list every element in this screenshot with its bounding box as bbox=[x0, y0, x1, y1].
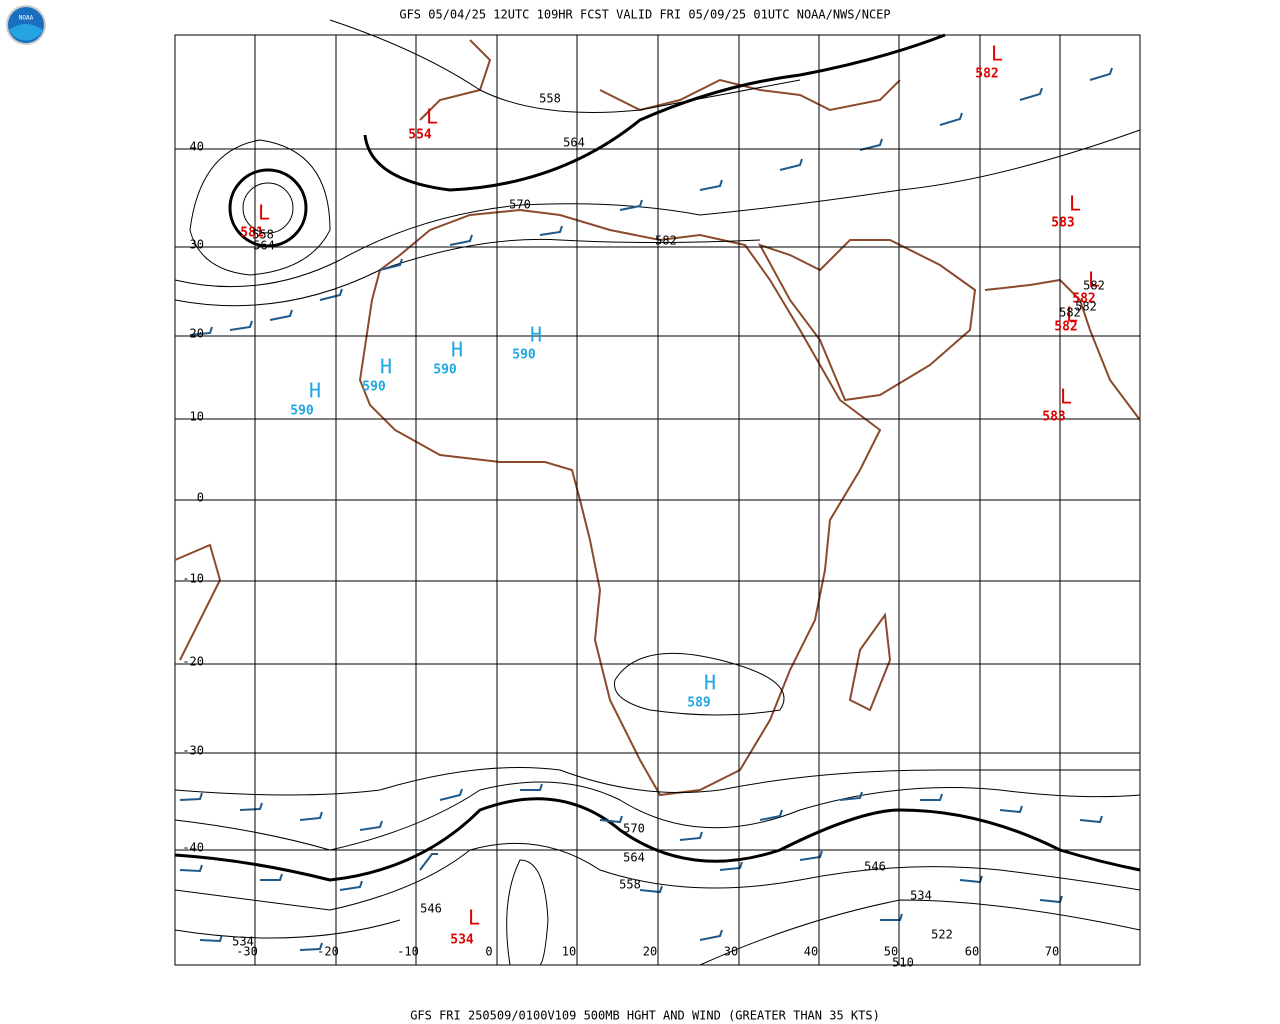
contour-label: 546 bbox=[864, 860, 886, 874]
longitude-label: 20 bbox=[643, 945, 657, 959]
latitude-label: 10 bbox=[190, 410, 204, 424]
contour-label: 570 bbox=[623, 822, 645, 836]
contour-label: 558 bbox=[252, 228, 274, 242]
longitude-label: 0 bbox=[485, 945, 492, 959]
pressure-center-symbol: H bbox=[704, 671, 716, 695]
pressure-center-value: 582 bbox=[975, 67, 998, 82]
contour-label: 582 bbox=[655, 234, 677, 248]
pressure-center-value: 581 bbox=[240, 226, 264, 241]
noaa-logo: NOAA bbox=[6, 5, 46, 45]
logo-text: NOAA bbox=[19, 15, 34, 22]
latitude-label: -30 bbox=[182, 744, 204, 758]
pressure-center-symbol: L bbox=[258, 201, 270, 225]
contour-label: 534 bbox=[910, 889, 932, 903]
contour-label: 558 bbox=[539, 92, 561, 106]
pressure-center-symbol: H bbox=[380, 355, 392, 379]
pressure-center-value: 590 bbox=[433, 363, 457, 378]
pressure-center-symbol: H bbox=[309, 379, 321, 403]
pressure-center-value: 582 bbox=[1072, 292, 1095, 307]
longitude-label: -30 bbox=[236, 945, 258, 959]
pressure-center-symbol: H bbox=[530, 323, 542, 347]
plot-area bbox=[174, 19, 1141, 966]
pressure-center-value: 583 bbox=[1051, 216, 1074, 231]
pressure-center-value: 534 bbox=[450, 933, 474, 948]
pressure-center-value: 590 bbox=[512, 348, 536, 363]
contour-label: 534 bbox=[232, 935, 254, 949]
pressure-center-symbol: L bbox=[426, 105, 438, 129]
longitude-label: 30 bbox=[724, 945, 738, 959]
pressure-center-symbol: L bbox=[991, 42, 1003, 66]
pressure-center-symbol: L bbox=[1088, 268, 1100, 292]
latitude-label: 0 bbox=[197, 491, 204, 505]
latitude-label: -40 bbox=[182, 841, 204, 855]
longitude-label: 40 bbox=[804, 945, 818, 959]
latitude-label: 20 bbox=[190, 327, 204, 341]
pressure-center-value: 590 bbox=[290, 404, 314, 419]
contour-label: 546 bbox=[420, 902, 442, 916]
longitude-label: -10 bbox=[397, 945, 419, 959]
contour-label: 570 bbox=[509, 198, 531, 212]
contour-label: 558 bbox=[619, 878, 641, 892]
latitude-label: 30 bbox=[190, 238, 204, 252]
pressure-center-value: 554 bbox=[408, 128, 432, 143]
longitude-label: -20 bbox=[317, 945, 339, 959]
contour-label: 582 bbox=[1083, 279, 1105, 293]
pressure-center-symbol: H bbox=[451, 338, 463, 362]
map-caption: GFS FRI 250509/0100V109 500MB HGHT AND W… bbox=[410, 1009, 880, 1023]
contour-label: 564 bbox=[563, 136, 585, 150]
pressure-center-value: 589 bbox=[687, 696, 710, 711]
contour-label: 564 bbox=[253, 239, 275, 253]
longitude-label: 10 bbox=[562, 945, 576, 959]
pressure-center-symbol: L bbox=[1066, 303, 1078, 327]
contour-label: 582 bbox=[1059, 306, 1081, 320]
longitude-label: 50 bbox=[884, 945, 898, 959]
pressure-center-symbol: L bbox=[1060, 385, 1072, 409]
latitude-label: -10 bbox=[182, 572, 204, 586]
longitude-label: 70 bbox=[1045, 945, 1059, 959]
pressure-center-value: 583 bbox=[1042, 410, 1065, 425]
latitude-label: -20 bbox=[182, 655, 204, 669]
contour-label: 510 bbox=[892, 956, 914, 970]
pressure-center-value: 590 bbox=[362, 380, 386, 395]
map-title: GFS 05/04/25 12UTC 109HR FCST VALID FRI … bbox=[399, 8, 890, 22]
contour-label: 564 bbox=[623, 851, 645, 865]
latitude-label: 40 bbox=[190, 140, 204, 154]
pressure-center-symbol: L bbox=[1069, 192, 1081, 216]
coastlines bbox=[174, 39, 1141, 797]
contour-label: 522 bbox=[931, 928, 953, 942]
pressure-center-symbol: L bbox=[468, 906, 480, 930]
pressure-center-value: 582 bbox=[1054, 320, 1077, 335]
contour-label: 582 bbox=[1075, 300, 1097, 314]
longitude-label: 60 bbox=[965, 945, 979, 959]
